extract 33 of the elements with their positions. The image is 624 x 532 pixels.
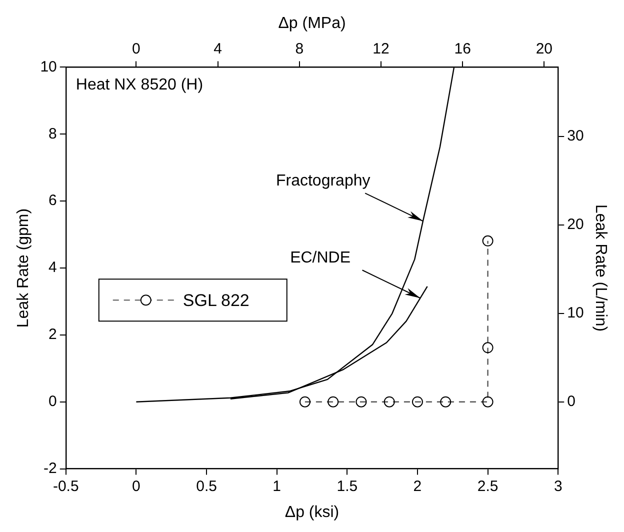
x2-tick-label: 12 xyxy=(372,40,390,58)
annotation: Fractography xyxy=(276,172,370,190)
y-axis-title: Leak Rate (gpm) xyxy=(15,208,32,328)
x2-tick-label: 0 xyxy=(132,40,140,58)
x-tick-label: 1 xyxy=(272,478,282,495)
y2-axis-title: Leak Rate (L/min) xyxy=(592,204,609,332)
x-tick-label: 2 xyxy=(413,478,422,495)
x-tick-label: 3 xyxy=(554,478,562,495)
x2-tick-label: 20 xyxy=(536,40,553,58)
x2-tick-label: 4 xyxy=(214,40,222,58)
y-tick-label: 0 xyxy=(48,393,57,410)
y-tick-label: 2 xyxy=(48,326,57,344)
annotation: EC/NDE xyxy=(290,250,351,267)
x2-tick-label: 16 xyxy=(454,40,471,58)
x-tick-label: 0 xyxy=(132,478,140,495)
x-tick-label: 1.5 xyxy=(336,478,358,495)
y2-tick-label: 0 xyxy=(567,393,576,410)
y-tick-label: 4 xyxy=(48,259,57,276)
y2-tick-label: 10 xyxy=(567,304,584,322)
annotation: Heat NX 8520 (H) xyxy=(76,76,204,94)
x-axis-title: Δp (ksi) xyxy=(284,504,340,521)
y-tick-label: 10 xyxy=(40,58,57,76)
y-tick-label: 6 xyxy=(48,192,57,210)
y2-tick-label: 30 xyxy=(567,128,584,145)
y-tick-label: 8 xyxy=(48,125,57,142)
x-tick-label: 2.5 xyxy=(477,478,498,495)
x2-axis-title: Δp (MPa) xyxy=(278,15,346,32)
y2-tick-label: 20 xyxy=(567,216,584,234)
x2-tick-label: 8 xyxy=(295,40,304,58)
y-tick-label: -2 xyxy=(44,460,57,477)
x-tick-label: -0.5 xyxy=(52,478,79,495)
x-tick-label: 0.5 xyxy=(196,478,217,495)
legend-label: SGL 822 xyxy=(182,290,250,310)
